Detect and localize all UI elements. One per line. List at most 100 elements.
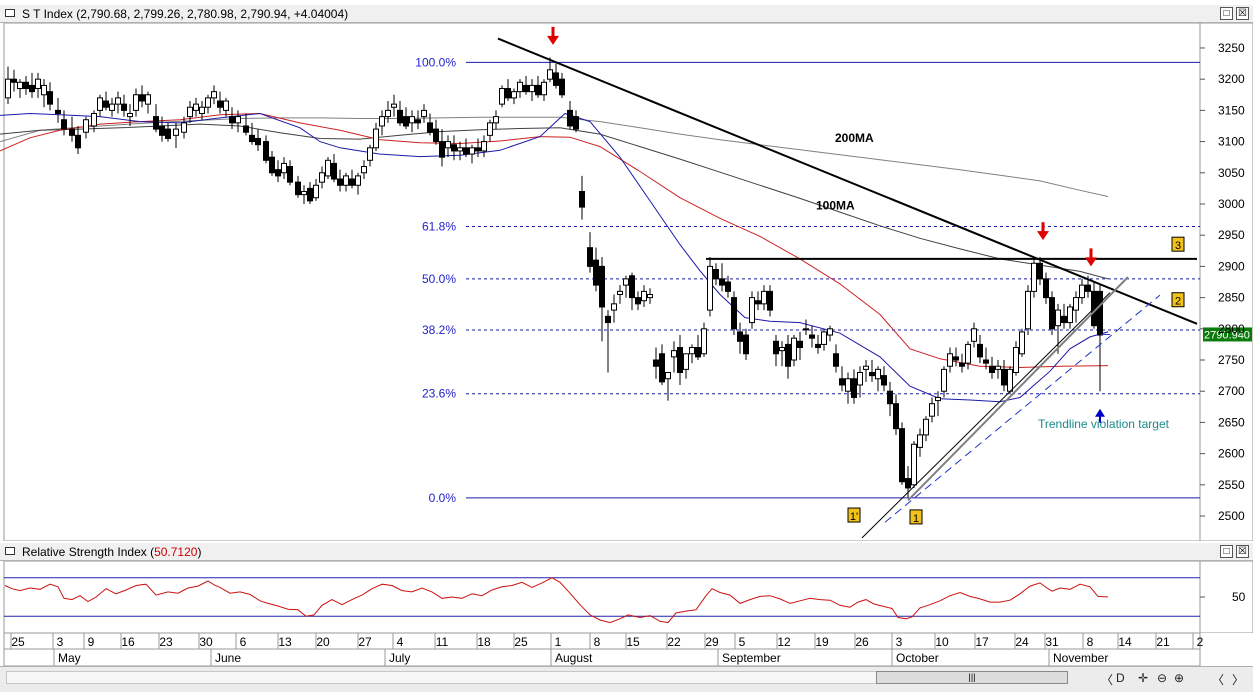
candle-body: [379, 116, 385, 127]
candle-body: [611, 303, 617, 311]
trendline-downtrend: [497, 37, 1198, 325]
candle-body: [287, 166, 293, 183]
candle-body: [269, 156, 275, 174]
day-tick-label: 31: [1045, 635, 1059, 649]
candle-body: [1079, 284, 1085, 299]
candle-body: [659, 353, 665, 383]
scrollbar-thumb[interactable]: |||: [876, 671, 1068, 684]
rsi-plot-area: [3, 561, 1201, 633]
price-tick-label: 3250: [1218, 41, 1245, 55]
candle-body: [409, 116, 415, 124]
month-label: May: [58, 651, 81, 665]
ma-label: 200MA: [835, 131, 874, 145]
candle-body: [457, 147, 463, 152]
candle-body: [523, 84, 529, 93]
price-tick-label: 3100: [1218, 135, 1245, 149]
candle-body: [773, 340, 779, 355]
candle-body: [629, 275, 635, 299]
candle-body: [541, 81, 547, 96]
candle-body: [839, 378, 845, 386]
scroll-prev-icon[interactable]: 〈: [1212, 673, 1225, 687]
candle-body: [671, 350, 677, 358]
price-tick-label: 2600: [1218, 447, 1245, 461]
last-price-label: 2790.940: [1204, 329, 1250, 341]
day-tick-label: 10: [935, 635, 949, 649]
candle-body: [1007, 368, 1013, 392]
move-icon[interactable]: ✛: [1138, 671, 1149, 685]
candle-body: [159, 125, 165, 136]
wave-label: 3: [1175, 240, 1181, 252]
day-tick-label: 6: [240, 635, 247, 649]
zoom-in-icon[interactable]: ⊕: [1174, 671, 1185, 685]
maximize-button[interactable]: □: [1220, 7, 1233, 20]
candle-body: [653, 359, 659, 367]
candle-body: [869, 371, 875, 377]
fib-level-label: 23.6%: [422, 387, 456, 401]
maximize-button[interactable]: □: [1220, 545, 1233, 558]
candle-body: [199, 106, 205, 114]
candle-body: [493, 116, 499, 124]
up-arrow-icon: [1095, 408, 1105, 417]
candle-body: [313, 184, 319, 199]
main-panel-titlebar: S T Index (2,790.68, 2,799.26, 2,780.98,…: [0, 5, 1253, 23]
candle-body: [61, 119, 67, 130]
candle-body: [415, 119, 421, 124]
day-tick-label: 13: [278, 635, 292, 649]
fib-level-label: 50.0%: [422, 272, 456, 286]
candle-body: [815, 343, 821, 349]
candle-body: [535, 84, 541, 96]
candle-body: [331, 162, 337, 180]
day-tick-label: 20: [316, 635, 330, 649]
candle-body: [809, 334, 815, 339]
candle-body: [935, 396, 941, 402]
candle-body: [929, 403, 935, 417]
price-tick-label: 2900: [1218, 259, 1245, 273]
day-tick-label: 4: [397, 635, 404, 649]
candle-body: [917, 434, 923, 448]
candle-body: [827, 328, 833, 336]
price-tick-label: 2850: [1218, 291, 1245, 305]
candle-body: [343, 175, 349, 186]
candle-body: [875, 368, 881, 380]
ma-label: 100MA: [816, 199, 855, 213]
candle-body: [165, 128, 171, 139]
close-button[interactable]: ☒: [1236, 7, 1249, 20]
candle-body: [923, 418, 929, 436]
candle-body: [941, 368, 947, 392]
candle-body: [307, 187, 313, 202]
candle-body: [205, 97, 211, 108]
close-button[interactable]: ☒: [1236, 545, 1249, 558]
candle-body: [971, 328, 977, 342]
rsi-panel-titlebar: Relative Strength Index (50.7120) □ ☒: [0, 543, 1253, 561]
scroll-left-icon[interactable]: 〈: [1101, 673, 1114, 687]
down-arrow-shaft: [551, 26, 555, 37]
month-label: July: [389, 651, 410, 665]
day-tick-label: 1: [555, 635, 562, 649]
day-tick-label: 25: [11, 635, 25, 649]
candle-body: [959, 362, 965, 367]
candle-body: [725, 281, 731, 292]
fib-level-label: 0.0%: [429, 491, 457, 505]
scroll-next-icon[interactable]: 〉: [1232, 673, 1245, 687]
candle-body: [83, 119, 89, 133]
candle-body: [623, 278, 629, 286]
candle-body: [153, 116, 159, 130]
candle-body: [905, 478, 911, 489]
period-button[interactable]: D: [1116, 671, 1125, 685]
zoom-out-icon[interactable]: ⊖: [1157, 671, 1168, 685]
day-tick-label: 3: [57, 635, 64, 649]
day-tick-label: 29: [705, 635, 719, 649]
candle-body: [1019, 331, 1025, 355]
day-tick-label: 14: [1118, 635, 1132, 649]
month-label: October: [896, 651, 939, 665]
window-icon: [5, 547, 15, 555]
candle-body: [1031, 262, 1037, 292]
candle-body: [1049, 297, 1055, 330]
wave-label-box: [1171, 236, 1185, 252]
candle-body: [337, 178, 343, 186]
candle-body: [139, 94, 145, 102]
candle-body: [743, 334, 749, 355]
day-tick-label: 9: [88, 635, 95, 649]
candle-body: [47, 91, 53, 105]
window-icon: [5, 9, 15, 17]
